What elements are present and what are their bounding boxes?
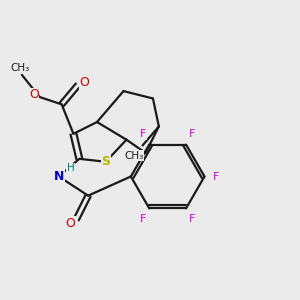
Text: CH₃: CH₃	[124, 151, 144, 160]
Text: F: F	[189, 129, 195, 140]
Text: S: S	[101, 155, 110, 168]
Text: O: O	[80, 76, 89, 89]
Text: F: F	[140, 129, 147, 140]
Text: O: O	[66, 217, 75, 230]
Text: F: F	[189, 214, 195, 224]
Text: F: F	[140, 214, 147, 224]
Text: CH₃: CH₃	[11, 63, 30, 73]
Text: F: F	[213, 172, 219, 182]
Text: O: O	[29, 88, 39, 101]
Text: H: H	[67, 163, 74, 173]
Text: N: N	[53, 170, 64, 183]
